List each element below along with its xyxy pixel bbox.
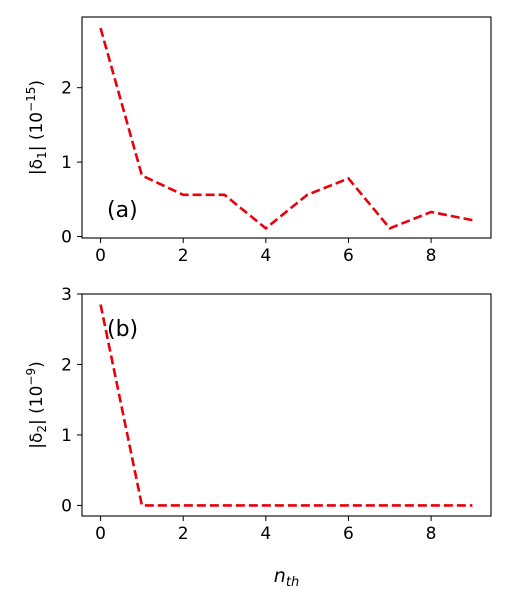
- x-tick-label: 4: [260, 524, 271, 544]
- x-tick-label: 0: [95, 246, 106, 266]
- y-tick-label: 1: [61, 426, 72, 446]
- axes-frame: [81, 293, 492, 517]
- x-tick-label: 8: [426, 524, 437, 544]
- y-tick-label: 2: [61, 79, 72, 99]
- series-line: [99, 304, 473, 507]
- x-tick-label: 6: [343, 524, 354, 544]
- axes-frame: [81, 16, 492, 239]
- panel-a: 0 2 4 6 8 0 1 2 (a) |δ1| (10−15): [24, 16, 492, 266]
- y-tick-label: 2: [61, 355, 72, 375]
- y-tick-label: 3: [61, 285, 72, 305]
- y-axis-label: |δ2| (10−9): [24, 361, 49, 449]
- panel-label: (a): [107, 198, 138, 223]
- x-tick-label: 4: [260, 246, 271, 266]
- x-tick-label: 2: [178, 524, 189, 544]
- panel-b: 0 2 4 6 8 0 1 2 3 (b) |δ2| (10−9) nth: [24, 285, 492, 590]
- panel-label: (b): [107, 317, 138, 342]
- x-tick-label: 0: [95, 524, 106, 544]
- x-axis-label: nth: [274, 565, 299, 590]
- series-line: [99, 27, 473, 231]
- x-tick-label: 2: [178, 246, 189, 266]
- y-tick-label: 1: [61, 153, 72, 173]
- y-tick-label: 0: [61, 228, 72, 248]
- x-tick-label: 6: [343, 246, 354, 266]
- y-tick-label: 0: [61, 496, 72, 516]
- x-tick-label: 8: [426, 246, 437, 266]
- y-axis-label: |δ1| (10−15): [24, 80, 49, 175]
